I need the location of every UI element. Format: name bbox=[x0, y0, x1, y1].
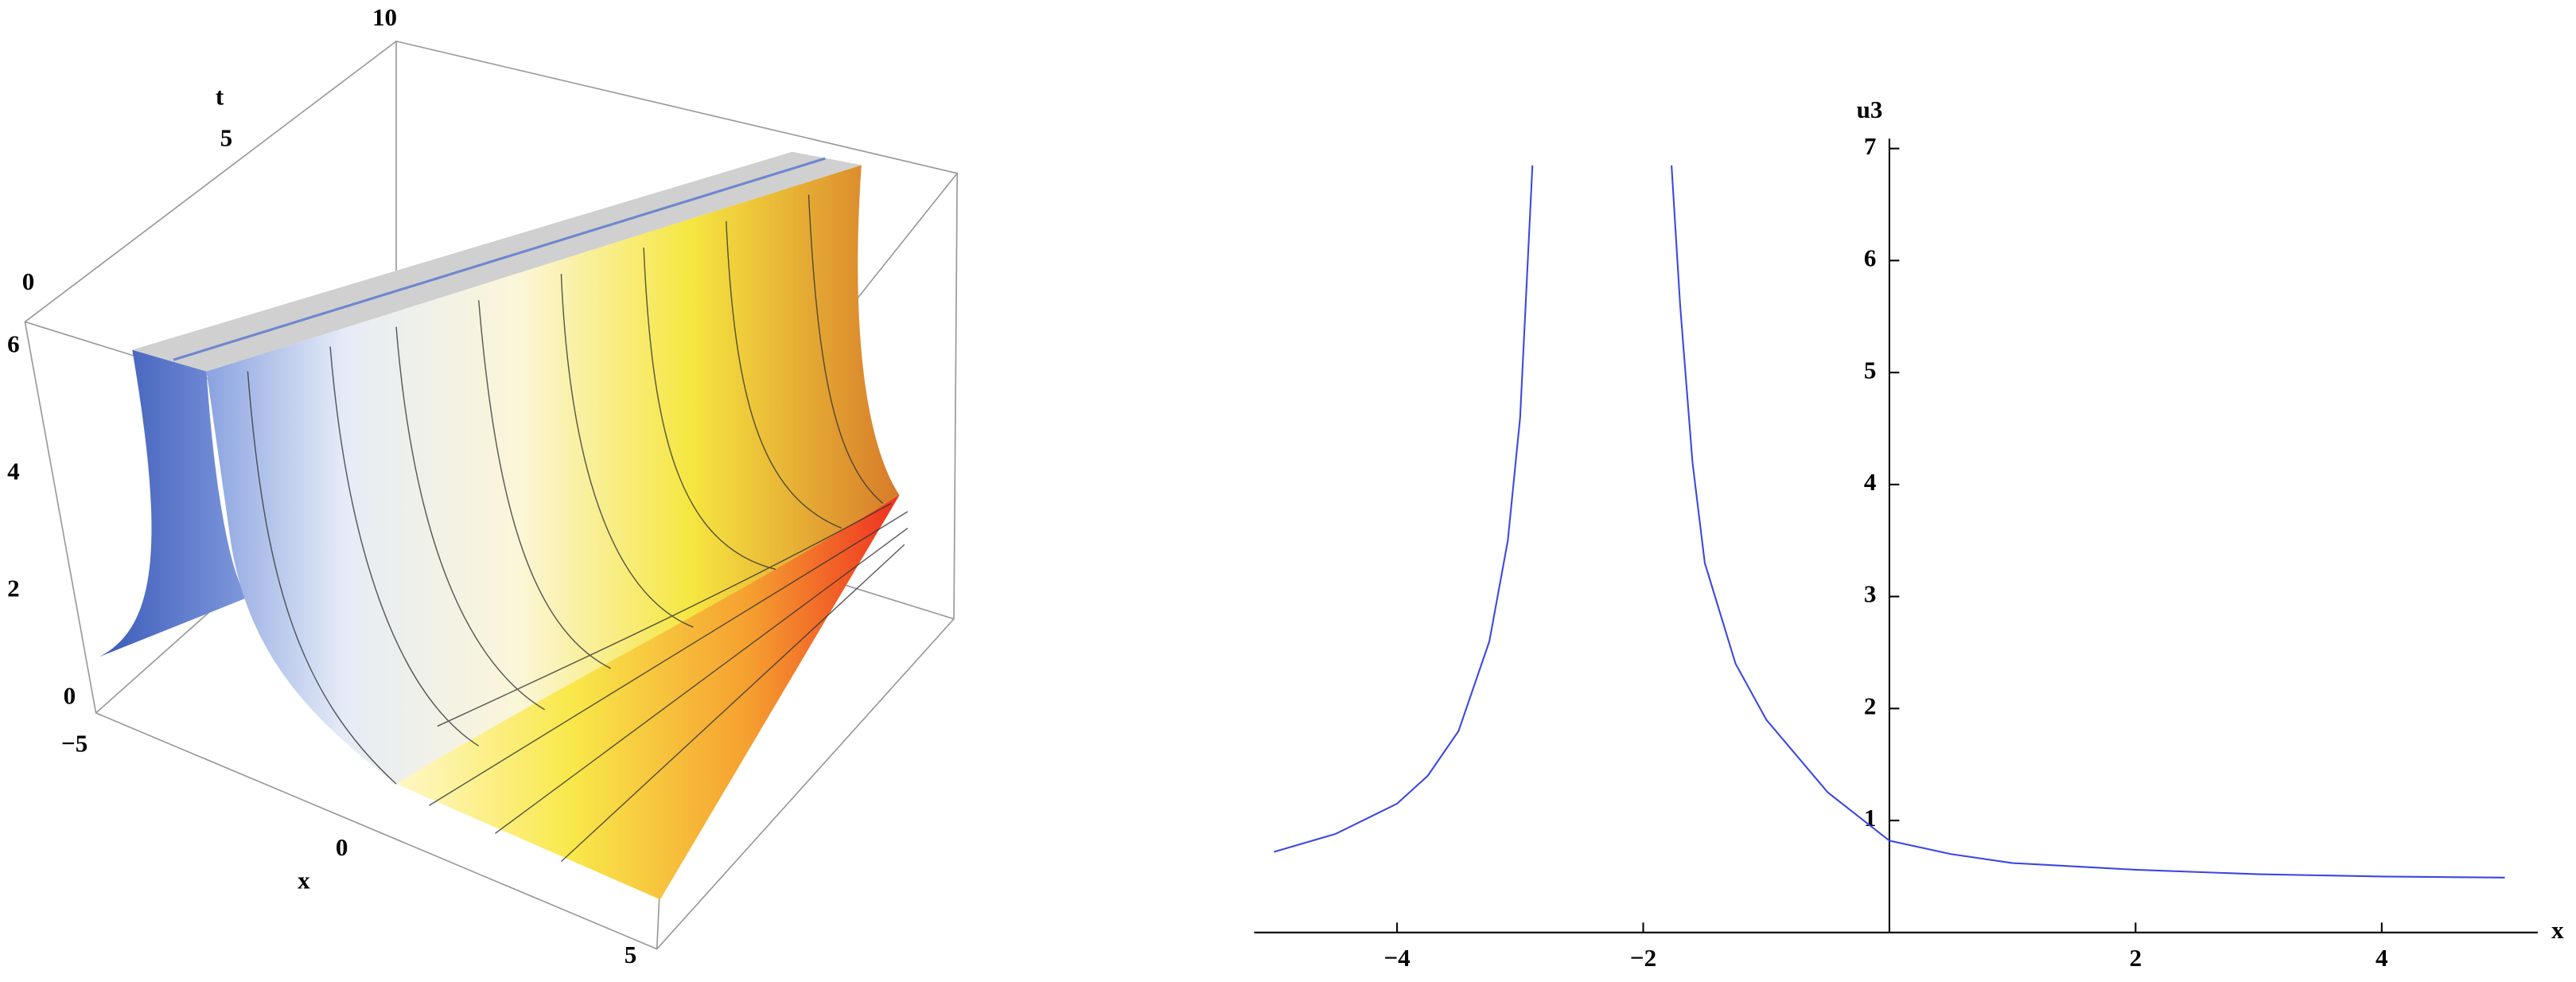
surface-ridge bbox=[173, 157, 826, 361]
t-tick-label: 0 bbox=[22, 267, 35, 295]
z-tick-label: 4 bbox=[7, 457, 20, 485]
surface-wall bbox=[99, 349, 248, 657]
y-tick-label: 7 bbox=[1864, 132, 1877, 160]
x-tick-label: −5 bbox=[61, 730, 88, 758]
surface-plot bbox=[24, 40, 959, 950]
z-tick-label: 2 bbox=[7, 575, 20, 602]
t-axis-label: t bbox=[216, 83, 224, 111]
surface-band bbox=[396, 495, 900, 900]
x-tick-label: 2 bbox=[2130, 944, 2142, 972]
surface-mesh bbox=[247, 194, 909, 863]
x-tick-label: 0 bbox=[336, 833, 348, 861]
y-tick-label: 1 bbox=[1864, 804, 1877, 832]
y-tick-label: 3 bbox=[1864, 580, 1877, 608]
y-tick-label: 4 bbox=[1864, 468, 1877, 496]
y-tick-label: 6 bbox=[1864, 244, 1877, 272]
t-tick-label: 10 bbox=[372, 3, 397, 31]
t-tick-label: 5 bbox=[220, 123, 233, 151]
x-axis-label: x bbox=[298, 867, 310, 894]
y-tick-label: 2 bbox=[1864, 692, 1877, 719]
x-tick-label: 5 bbox=[625, 941, 637, 968]
x-axis-label: x bbox=[2551, 916, 2564, 944]
x-tick-label: −4 bbox=[1383, 944, 1410, 972]
line-series bbox=[1274, 165, 2505, 879]
z-tick-label: 6 bbox=[7, 330, 20, 358]
z-tick-label: 0 bbox=[64, 681, 76, 709]
x-tick-label: 4 bbox=[2376, 944, 2388, 972]
y-axis-label: u3 bbox=[1857, 95, 1883, 123]
y-tick-label: 5 bbox=[1864, 356, 1877, 384]
x-tick-label: −2 bbox=[1630, 944, 1656, 972]
